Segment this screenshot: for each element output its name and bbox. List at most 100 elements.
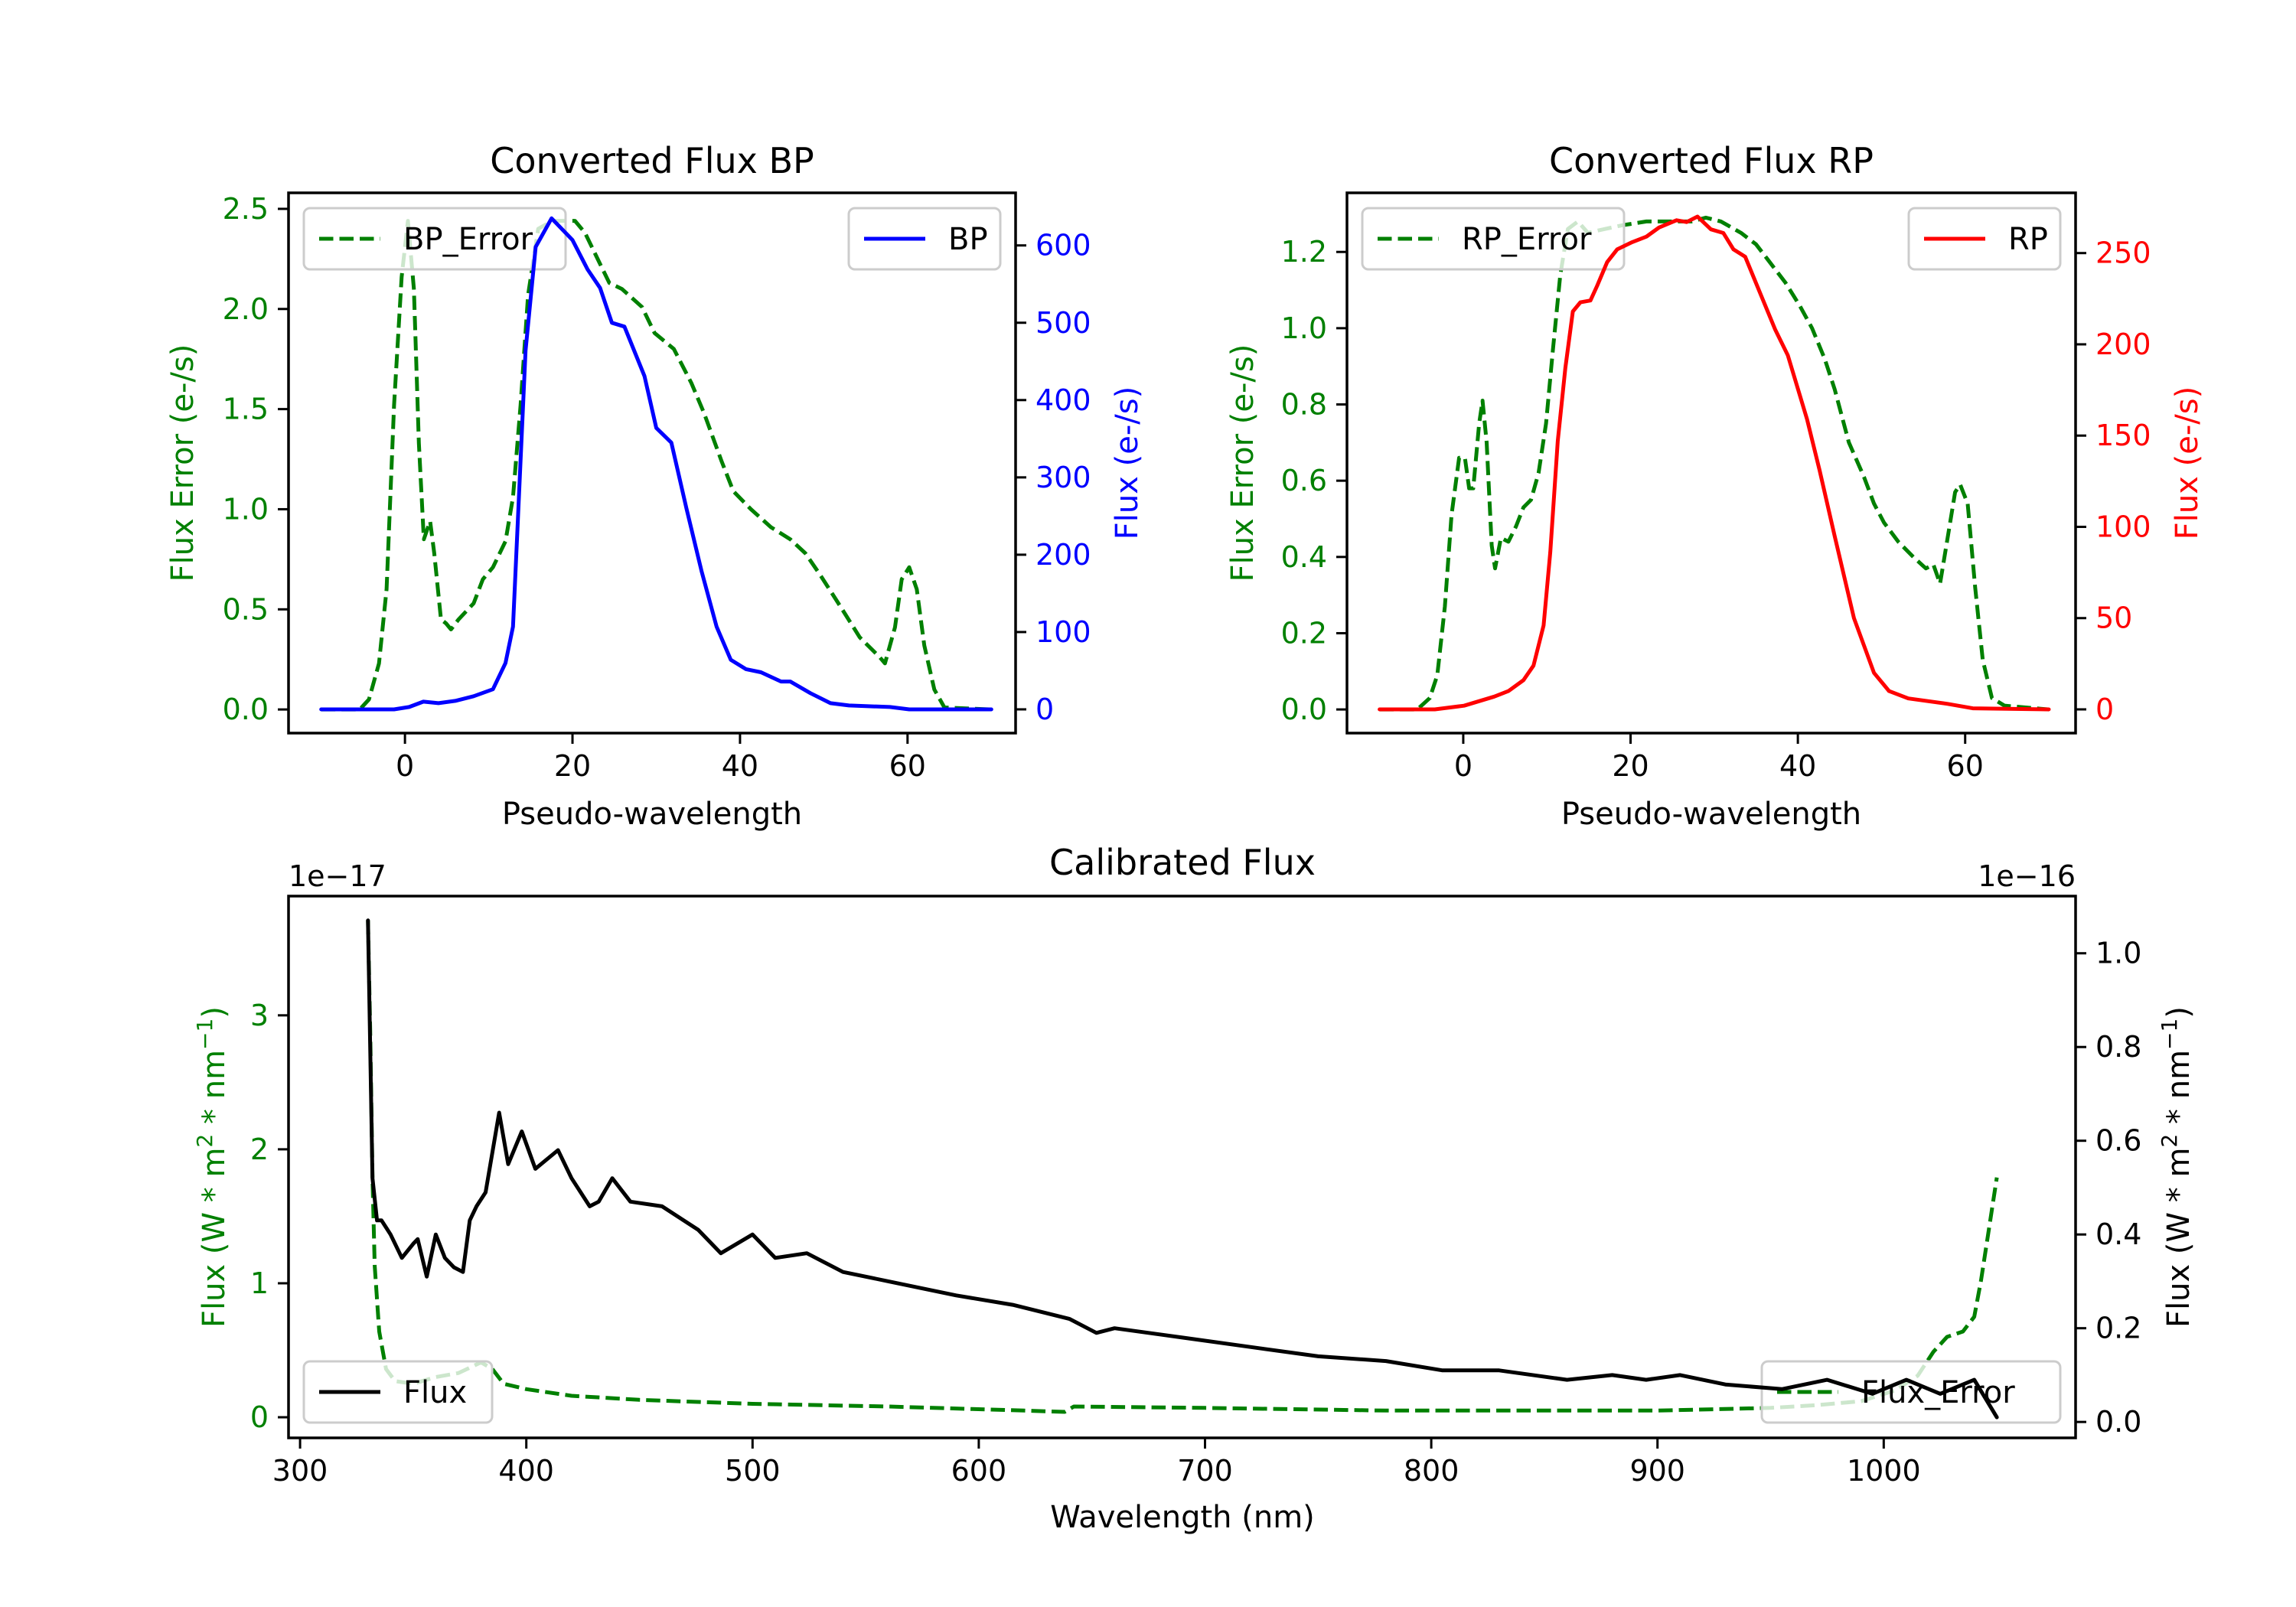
bp-xtick-label: 40 xyxy=(722,749,758,783)
rp-left-ytick-label: 1.2 xyxy=(1281,235,1327,269)
calibrated-xtick-label: 1000 xyxy=(1847,1454,1921,1488)
calibrated-series-flux xyxy=(366,918,1999,1420)
calibrated-series-flux-error xyxy=(366,920,1999,1414)
bp-title: Converted Flux BP xyxy=(490,140,814,181)
calibrated-legend-flux: Flux xyxy=(302,1360,494,1424)
calibrated-left-ylabel-end: ) xyxy=(197,1006,232,1019)
calibrated-right-ylabel-end: ) xyxy=(2161,1006,2197,1019)
bp-legend-bp: BP xyxy=(847,207,1002,271)
bp-left-ytick-label: 0.0 xyxy=(223,693,269,726)
rp-xlabel: Pseudo-wavelength xyxy=(1561,797,1861,832)
bp-series-bp-error xyxy=(321,219,992,712)
rp-xtick-label: 60 xyxy=(1947,749,1984,783)
rp-left-ylabel: Flux Error (e-/s) xyxy=(1225,344,1261,582)
calibrated-left-ytick-label: 0 xyxy=(250,1400,269,1434)
rp-right-ytick-label: 200 xyxy=(2095,328,2151,361)
calibrated-right-ytick-label: 0.2 xyxy=(2095,1312,2141,1345)
bp-xtick-label: 60 xyxy=(889,749,926,783)
bp-left-ytick-label: 0.5 xyxy=(223,592,269,626)
calibrated-left-ylabel-base: Flux (W * m xyxy=(197,1148,232,1328)
calibrated-right-offset-text: 1e−16 xyxy=(1978,859,2076,893)
bp-left-ytick-label: 1.0 xyxy=(223,492,269,526)
legend-label: BP_Error xyxy=(403,222,533,257)
legend-label: RP xyxy=(2008,222,2048,257)
calibrated-left-ytick-label: 3 xyxy=(250,999,269,1032)
bp-right-ytick-label: 200 xyxy=(1035,538,1091,572)
rp-xtick-label: 40 xyxy=(1779,749,1816,783)
rp-legend-rp: RP xyxy=(1907,207,2062,271)
calibrated-left-ytick-label: 2 xyxy=(250,1133,269,1166)
calibrated-title: Calibrated Flux xyxy=(1049,842,1316,883)
legend-label: BP xyxy=(948,222,988,257)
calibrated-legend-flux-error: Flux_Error xyxy=(1760,1360,2062,1424)
rp-xtick-label: 20 xyxy=(1612,749,1649,783)
rp-left-ytick-label: 0.4 xyxy=(1281,540,1327,574)
calibrated-xtick-label: 800 xyxy=(1404,1454,1459,1488)
rp-left-ytick-label: 0.2 xyxy=(1281,616,1327,650)
calibrated-xlabel: Wavelength (nm) xyxy=(1050,1500,1315,1535)
calibrated-left-ylabel-sup2: −1 xyxy=(192,1019,217,1050)
calibrated-left-ylabel: Flux (W * m2 * nm−1) xyxy=(192,1006,232,1328)
legend-label: Flux xyxy=(403,1375,467,1410)
calibrated-right-ylabel: Flux (W * m2 * nm−1) xyxy=(2157,1006,2197,1328)
legend-label: RP_Error xyxy=(1462,222,1592,257)
bp-right-ytick-label: 400 xyxy=(1035,383,1091,417)
bp-right-ylabel: Flux (e-/s) xyxy=(1110,386,1145,539)
calibrated-left-ylabel-sup1: 2 xyxy=(192,1134,217,1148)
rp-right-ytick-label: 150 xyxy=(2095,419,2151,452)
calibrated-right-ylabel-mid: * nm xyxy=(2161,1050,2197,1134)
rp-xtick-label: 0 xyxy=(1454,749,1473,783)
bp-right-ytick-label: 100 xyxy=(1035,615,1091,649)
calibrated-xtick-label: 300 xyxy=(272,1454,328,1488)
bp-right-ytick-label: 600 xyxy=(1035,229,1091,262)
calibrated-right-ytick-label: 0.4 xyxy=(2095,1217,2141,1251)
calibrated-right-ytick-label: 0.8 xyxy=(2095,1030,2141,1064)
rp-left-ytick-label: 0.8 xyxy=(1281,388,1327,422)
legend-frame xyxy=(302,207,567,271)
calibrated-xtick-label: 500 xyxy=(725,1454,781,1488)
calibrated-right-ytick-label: 1.0 xyxy=(2095,937,2141,970)
bp-axes-frame xyxy=(287,191,1017,735)
rp-series-rp-error xyxy=(1379,215,2050,712)
panel-rp: Converted Flux RP Pseudo-wavelength Flux… xyxy=(1225,140,2205,832)
calibrated-xtick-label: 400 xyxy=(498,1454,554,1488)
bp-left-ytick-label: 2.5 xyxy=(223,192,269,226)
bp-left-ylabel: Flux Error (e-/s) xyxy=(165,344,201,582)
calibrated-right-ylabel-base: Flux (W * m xyxy=(2161,1148,2197,1328)
rp-legend-rp-error: RP_Error xyxy=(1361,207,1626,271)
bp-series-bp xyxy=(319,216,993,712)
calibrated-xtick-label: 600 xyxy=(951,1454,1007,1488)
bp-left-ytick-label: 2.0 xyxy=(223,292,269,326)
bp-xtick-label: 0 xyxy=(396,749,414,783)
bp-xlabel: Pseudo-wavelength xyxy=(502,797,802,832)
calibrated-right-ytick-label: 0.0 xyxy=(2095,1405,2141,1439)
legend-frame xyxy=(1361,207,1626,271)
calibrated-axes-frame xyxy=(287,895,2077,1439)
bp-right-ytick-label: 300 xyxy=(1035,461,1091,494)
calibrated-left-offset-text: 1e−17 xyxy=(289,859,386,893)
rp-left-ytick-label: 0.0 xyxy=(1281,693,1327,726)
rp-axes-frame xyxy=(1345,191,2077,735)
calibrated-xtick-label: 900 xyxy=(1629,1454,1685,1488)
bp-right-ytick-label: 0 xyxy=(1035,693,1054,726)
bp-legend-bp-error: BP_Error xyxy=(302,207,567,271)
calibrated-right-ytick-label: 0.6 xyxy=(2095,1124,2141,1158)
rp-left-ytick-label: 1.0 xyxy=(1281,311,1327,345)
bp-left-ytick-label: 1.5 xyxy=(223,393,269,426)
calibrated-left-ylabel-mid: * nm xyxy=(197,1050,232,1134)
bp-xtick-label: 20 xyxy=(554,749,591,783)
rp-title: Converted Flux RP xyxy=(1549,140,1874,181)
calibrated-left-ytick-label: 1 xyxy=(250,1266,269,1300)
bp-right-ytick-label: 500 xyxy=(1035,306,1091,340)
calibrated-right-ylabel-sup1: 2 xyxy=(2157,1134,2182,1148)
rp-right-ylabel: Flux (e-/s) xyxy=(2170,386,2205,539)
calibrated-right-ylabel-sup2: −1 xyxy=(2157,1019,2182,1050)
rp-right-ytick-label: 100 xyxy=(2095,510,2151,543)
panel-calibrated: Calibrated Flux Wavelength (nm) 1e−17 1e… xyxy=(192,842,2197,1535)
rp-left-ytick-label: 0.6 xyxy=(1281,464,1327,497)
rp-right-ytick-label: 0 xyxy=(2095,693,2114,726)
panel-bp: Converted Flux BP Pseudo-wavelength Flux… xyxy=(165,140,1145,832)
legend-frame xyxy=(1760,1360,2062,1424)
legend-frame xyxy=(302,1360,494,1424)
